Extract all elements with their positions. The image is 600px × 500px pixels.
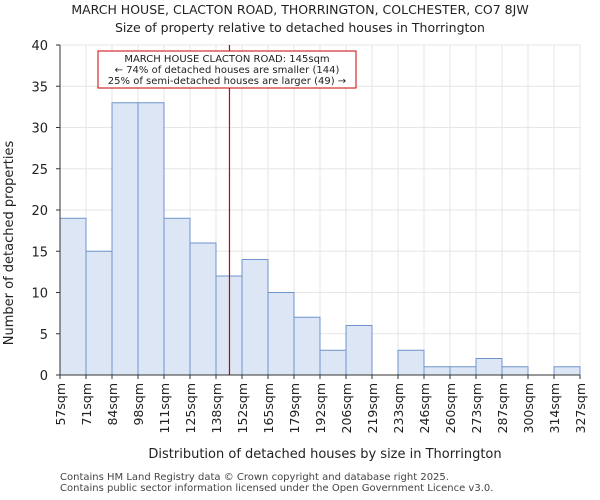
y-tick-label-0: 0 [40, 369, 48, 384]
annotation-border [97, 50, 357, 89]
x-tick-label-138sqm: 138sqm [209, 383, 224, 433]
y-axis-label: Number of detached properties [2, 141, 17, 346]
bar-71sqm [85, 250, 113, 376]
footer-copyright: Contains HM Land Registry data © Crown c… [60, 472, 449, 483]
annotation-line-1: MARCH HOUSE CLACTON ROAD: 145sqm [124, 54, 329, 65]
x-tick-label-192sqm: 192sqm [313, 383, 328, 433]
x-tick-label-327sqm: 327sqm [573, 383, 588, 433]
x-tick-label-206sqm: 206sqm [339, 383, 354, 433]
x-tick-label-84sqm: 84sqm [105, 383, 120, 426]
x-tick-label-57sqm: 57sqm [53, 383, 68, 426]
x-axis-label: Distribution of detached houses by size … [148, 447, 501, 462]
x-tick-label-260sqm: 260sqm [443, 383, 458, 433]
bar-314sqm [553, 366, 581, 376]
y-tick-label-10: 10 [31, 287, 48, 302]
y-tick-label-25: 25 [31, 163, 48, 178]
x-tick-label-98sqm: 98sqm [131, 383, 146, 426]
x-tick-label-273sqm: 273sqm [469, 383, 484, 433]
y-tick-label-20: 20 [31, 204, 48, 219]
y-tick-label-30: 30 [31, 122, 48, 137]
annotation-line-2: ← 74% of detached houses are smaller (14… [115, 65, 340, 76]
bar-165sqm [267, 292, 295, 376]
x-tick-label-219sqm: 219sqm [365, 383, 380, 433]
y-tick-labels: 0 5 10 15 20 25 30 35 40 [31, 39, 60, 384]
bar-233sqm [397, 349, 425, 376]
bar-152sqm [241, 259, 269, 376]
annotation-line-3: 25% of semi-detached houses are larger (… [108, 76, 346, 87]
bar-111sqm [163, 217, 191, 376]
annotation-box: MARCH HOUSE CLACTON ROAD: 145sqm ← 74% o… [97, 50, 357, 89]
bar-84sqm [111, 102, 139, 376]
x-tick-label-111sqm: 111sqm [157, 383, 172, 433]
y-tick-label-35: 35 [31, 80, 48, 95]
bar-125sqm [189, 242, 217, 376]
x-tick-label-71sqm: 71sqm [79, 383, 94, 426]
bar-192sqm [319, 349, 347, 376]
x-tick-label-233sqm: 233sqm [391, 383, 406, 433]
bars [59, 102, 581, 376]
x-tick-label-152sqm: 152sqm [235, 383, 250, 433]
bar-57sqm [59, 217, 87, 376]
bar-206sqm [345, 325, 373, 376]
x-tick-label-287sqm: 287sqm [495, 383, 510, 433]
chart-title: MARCH HOUSE, CLACTON ROAD, THORRINGTON, … [71, 2, 528, 17]
bar-273sqm [475, 358, 503, 376]
x-tick-labels: 57sqm 71sqm 84sqm 98sqm 111sqm 125sqm 138sqm 15… [53, 375, 588, 433]
y-tick-label-5: 5 [40, 328, 48, 343]
x-tick-label-125sqm: 125sqm [183, 383, 198, 433]
chart-subtitle: Size of property relative to detached ho… [115, 20, 485, 35]
x-tick-label-179sqm: 179sqm [287, 383, 302, 433]
x-tick-label-165sqm: 165sqm [261, 383, 276, 433]
bar-287sqm [501, 366, 529, 376]
bar-179sqm [293, 316, 321, 376]
x-tick-label-246sqm: 246sqm [417, 383, 432, 433]
bar-246sqm [423, 366, 451, 376]
y-tick-label-40: 40 [31, 39, 48, 54]
bar-260sqm [449, 366, 477, 376]
x-tick-label-314sqm: 314sqm [547, 383, 562, 433]
footer-licence: Contains public sector information licen… [60, 483, 494, 494]
x-tick-label-300sqm: 300sqm [521, 383, 536, 433]
bar-98sqm [137, 102, 165, 376]
y-tick-label-15: 15 [31, 245, 48, 260]
